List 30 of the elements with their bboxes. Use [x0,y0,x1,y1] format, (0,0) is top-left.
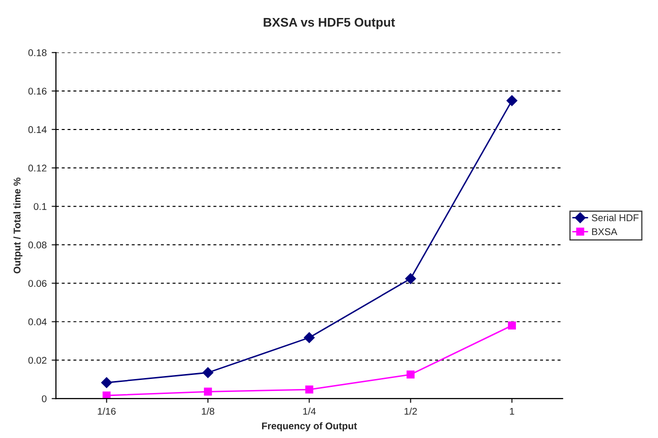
legend-label: Serial HDF [592,214,639,222]
point [304,332,315,344]
y-tick-label: 0.02 [28,356,46,364]
x-tick-label: 1 [510,408,514,415]
point [204,388,212,396]
point [406,370,415,379]
x-axis-title: Frequency of Output [262,422,357,432]
legend-label: BXSA [592,228,618,236]
point [102,392,111,399]
y-tick-label: 0.12 [28,164,46,172]
x-tick-label: 1/16 [98,408,116,415]
point [506,95,518,106]
point [202,367,214,378]
x-tick-label: 1/8 [202,408,214,415]
y-tick-label: 0.18 [28,49,46,56]
x-tick-label: 1/2 [404,408,417,415]
y-axis-title: Output / Total time % [13,178,22,274]
x-tick-label: 1/4 [303,408,316,415]
y-tick-label: 0.06 [28,280,46,287]
point [305,386,314,394]
point [405,273,416,284]
y-tick-label: 0.16 [28,88,46,95]
chart-title: BXSA vs HDF5 Output [264,18,395,30]
y-tick-label: 0 [42,395,47,402]
y-tick-label: 0.08 [28,242,46,248]
y-tick-label: 0.14 [28,126,47,134]
y-tick-label: 0.1 [34,203,46,210]
point [508,322,516,330]
point [101,377,112,388]
y-tick-label: 0.04 [28,318,47,326]
